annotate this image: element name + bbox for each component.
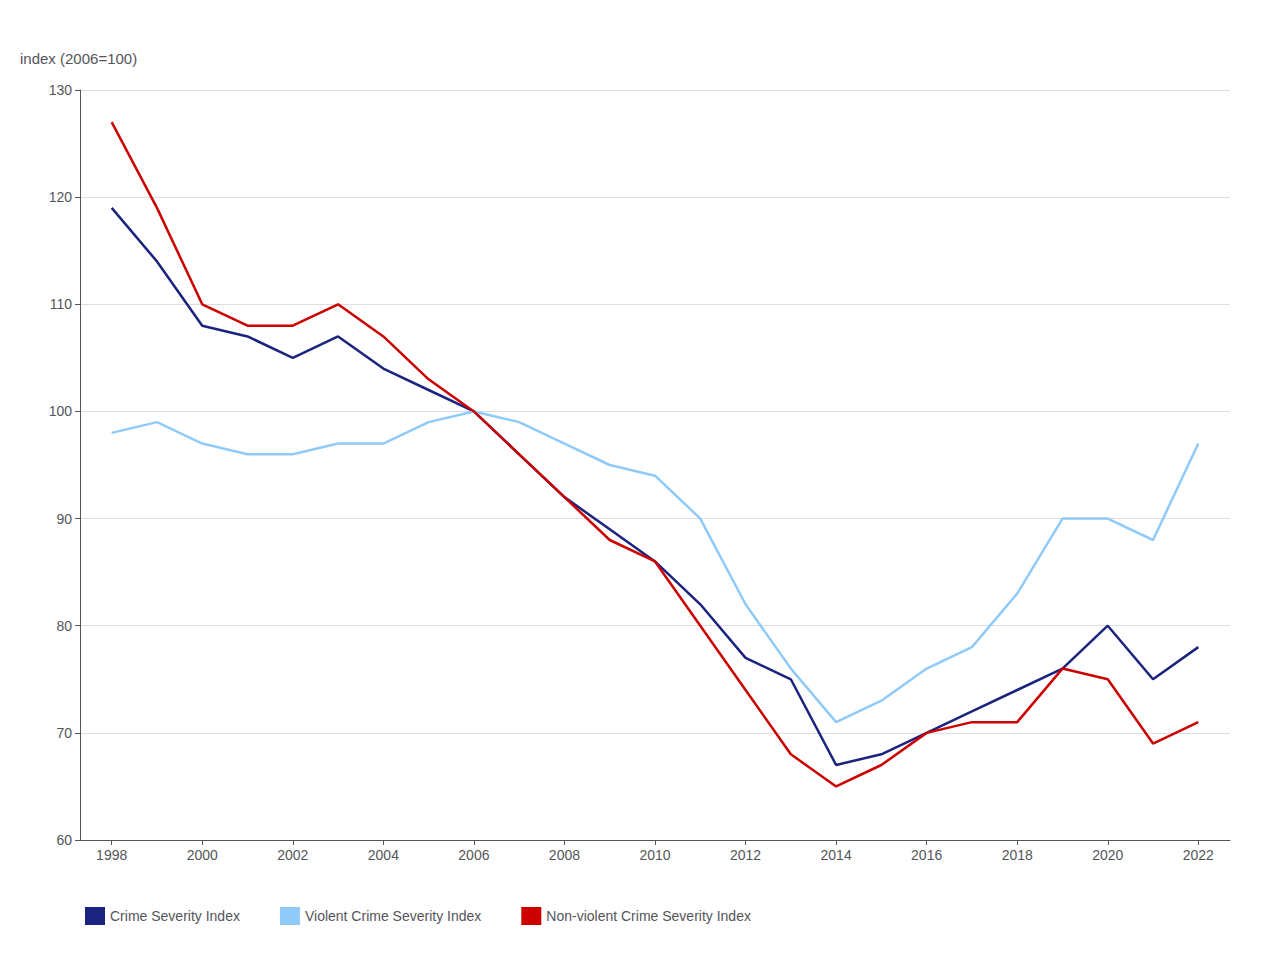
svg-text:2012: 2012 [730,847,761,863]
svg-text:2018: 2018 [1002,847,1033,863]
svg-text:110: 110 [50,296,73,312]
svg-text:130: 130 [49,82,73,98]
svg-text:Violent Crime Severity Index: Violent Crime Severity Index [305,908,481,924]
svg-text:120: 120 [49,189,73,205]
svg-text:70: 70 [56,725,72,741]
svg-text:100: 100 [49,403,73,419]
svg-text:80: 80 [56,618,72,634]
svg-text:Crime Severity Index: Crime Severity Index [110,908,240,924]
svg-text:2014: 2014 [821,847,852,863]
svg-text:60: 60 [56,832,72,848]
svg-text:Non-violent Crime Severity Ind: Non-violent Crime Severity Index [546,908,751,924]
svg-text:2020: 2020 [1092,847,1123,863]
svg-text:2008: 2008 [549,847,580,863]
svg-text:1998: 1998 [96,847,127,863]
svg-text:2002: 2002 [277,847,308,863]
svg-text:2004: 2004 [368,847,399,863]
svg-text:90: 90 [56,511,72,527]
svg-text:2016: 2016 [911,847,942,863]
svg-text:2000: 2000 [187,847,218,863]
svg-text:2022: 2022 [1183,847,1214,863]
svg-text:2010: 2010 [639,847,670,863]
svg-text:2006: 2006 [458,847,489,863]
svg-text:index (2006=100): index (2006=100) [20,50,137,67]
